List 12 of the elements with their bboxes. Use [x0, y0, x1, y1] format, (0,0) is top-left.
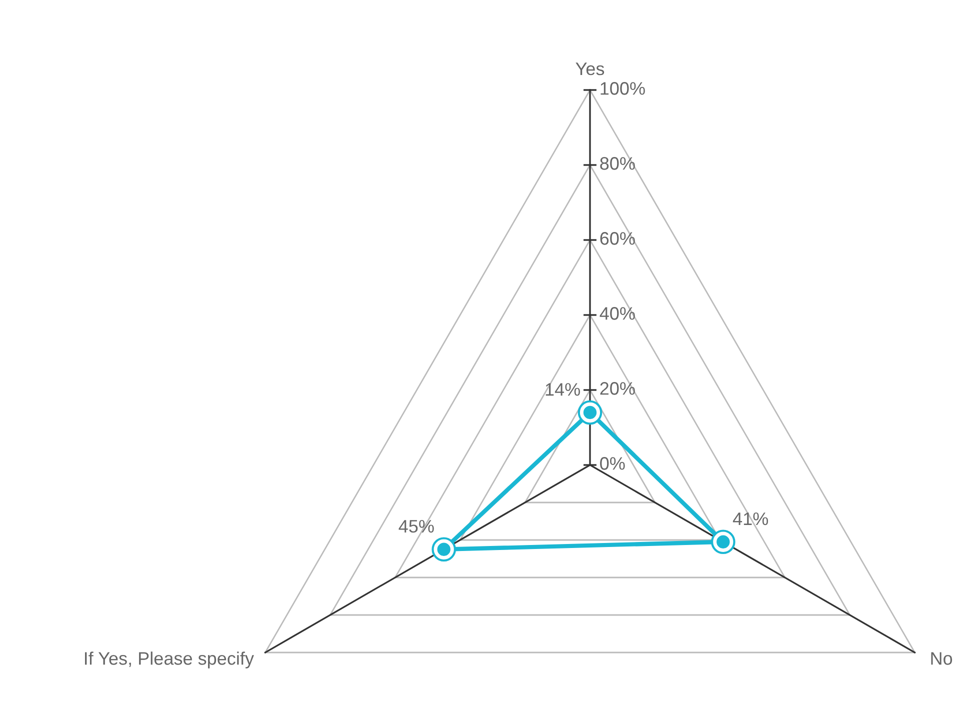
y-tick-label: 60%: [600, 232, 635, 245]
y-tick-label: 20%: [600, 382, 635, 395]
data-label: 41%: [732, 512, 768, 526]
data-label: 14%: [546, 383, 580, 396]
data-label: 45%: [398, 520, 434, 533]
y-tick-label: 0%: [600, 457, 625, 470]
spoke-label: No: [931, 652, 952, 665]
spoke-label: Yes: [576, 62, 604, 76]
y-tick-label: 100%: [600, 82, 645, 95]
y-tick-label: 80%: [600, 157, 635, 170]
y-tick-label: 40%: [600, 307, 635, 320]
spoke-label: If Yes, Please specify: [85, 652, 254, 668]
